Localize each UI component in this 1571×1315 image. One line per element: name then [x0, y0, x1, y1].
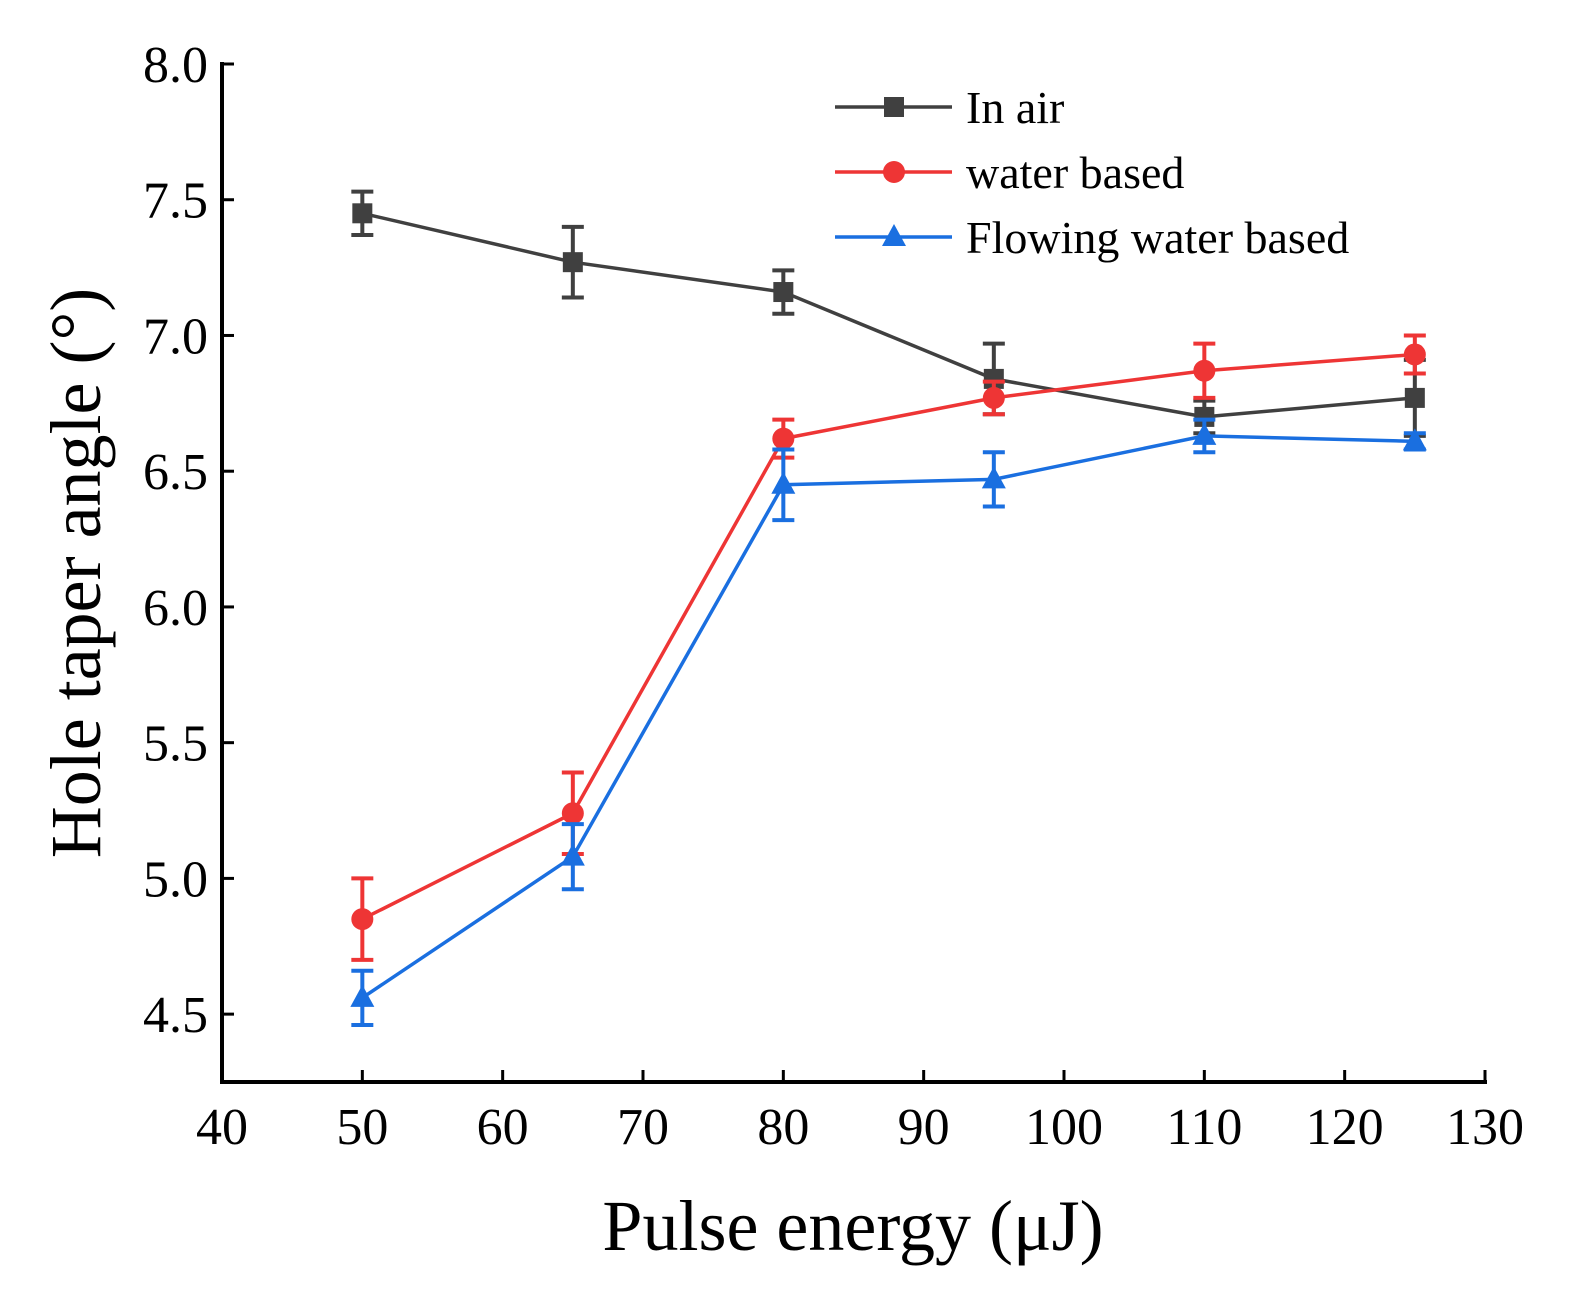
legend-marker — [884, 97, 904, 117]
y-tick-label: 6.5 — [143, 444, 208, 501]
legend: In air water based Flowing water based — [835, 82, 1349, 263]
x-tick-label: 120 — [1306, 1099, 1384, 1156]
data-point — [1192, 422, 1217, 445]
series-line — [361, 434, 1415, 1000]
data-point — [1402, 428, 1427, 451]
y-tick-label: 7.5 — [143, 173, 208, 230]
series-line — [361, 352, 1415, 921]
y-tick-label: 7.0 — [143, 308, 208, 365]
y-tick-label: 5.5 — [143, 716, 208, 773]
series-layer — [350, 189, 1427, 1027]
data-point — [1404, 387, 1425, 408]
data-point — [350, 984, 375, 1007]
y-tick-label: 6.0 — [143, 580, 208, 637]
x-tick-label: 100 — [1025, 1099, 1103, 1156]
data-point — [773, 282, 794, 303]
y-axis-title: Hole taper angle (°) — [36, 288, 116, 859]
data-point — [560, 843, 585, 866]
x-tick-label: 50 — [336, 1099, 388, 1156]
series-water-based — [351, 333, 1426, 962]
legend-marker — [882, 224, 906, 246]
data-point — [562, 252, 583, 273]
data-point — [982, 386, 1005, 409]
x-tick-label: 60 — [477, 1099, 529, 1156]
legend-marker — [883, 161, 905, 183]
y-tick-label: 5.0 — [143, 851, 208, 908]
axes: 40 50 60 70 80 90 100 110 120 130 4.5 5.0 5.5 6.0 6.5 7… — [143, 37, 1524, 1156]
data-point — [1403, 343, 1426, 366]
legend-label: Flowing water based — [966, 212, 1349, 263]
data-point — [351, 908, 374, 931]
x-tick-label: 80 — [757, 1099, 809, 1156]
legend-label: In air — [966, 82, 1064, 133]
series-line — [361, 211, 1415, 419]
data-point — [772, 427, 795, 450]
x-tick-label: 40 — [196, 1099, 248, 1156]
data-point — [983, 368, 1004, 389]
data-point — [771, 471, 796, 494]
data-point — [981, 466, 1006, 489]
x-tick-label: 110 — [1166, 1099, 1242, 1156]
x-axis-title: Pulse energy (μJ) — [602, 1186, 1103, 1266]
x-tick-label: 90 — [898, 1099, 950, 1156]
data-point — [1193, 359, 1216, 382]
data-point — [352, 203, 373, 224]
x-tick-label: 70 — [617, 1099, 669, 1156]
series-flowing-water-based — [350, 417, 1427, 1027]
x-tick-label: 130 — [1446, 1099, 1524, 1156]
data-point — [1194, 406, 1215, 427]
y-tick-label: 4.5 — [143, 987, 208, 1044]
data-point — [561, 802, 584, 825]
y-tick-label: 8.0 — [143, 37, 208, 94]
legend-label: water based — [966, 147, 1184, 198]
